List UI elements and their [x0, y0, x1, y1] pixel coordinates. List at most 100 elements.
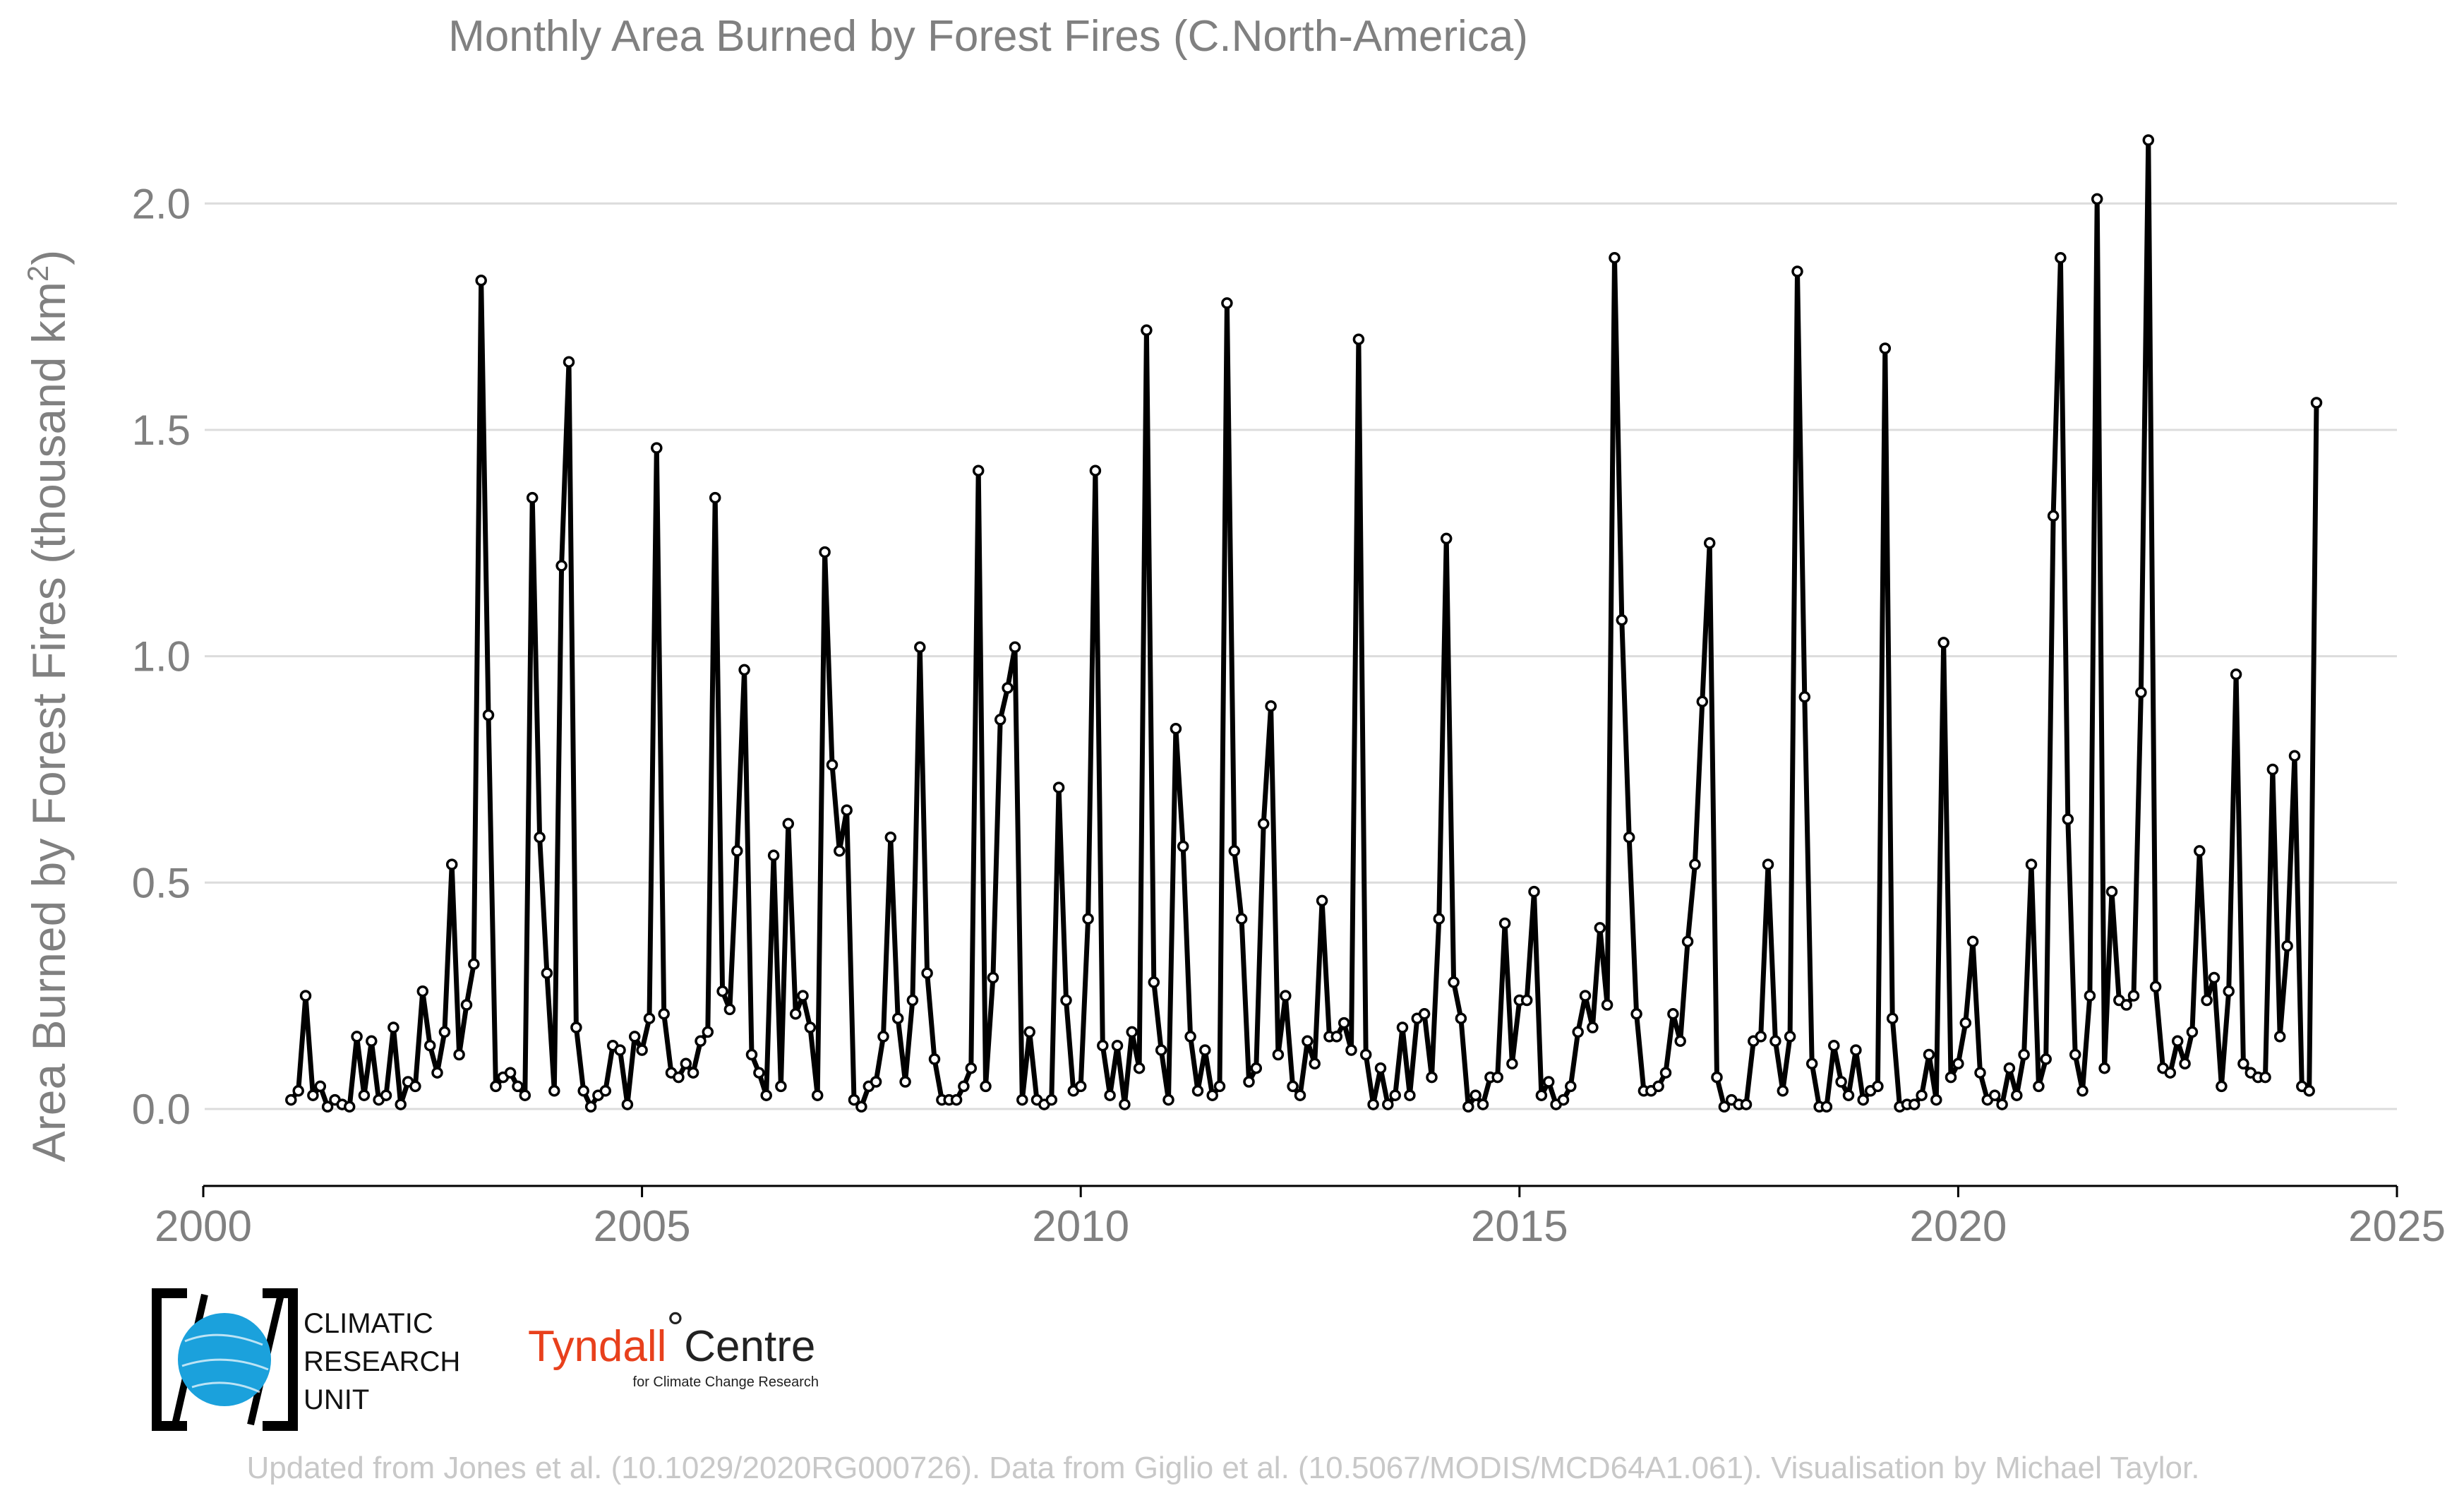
x-tick-label: 2000: [155, 1202, 252, 1251]
data-point: [299, 990, 312, 1002]
tyndall-logo: Tyndall°Centre for Climate Change Resear…: [528, 1304, 819, 1390]
data-point: [775, 1080, 787, 1093]
data-point: [2266, 763, 2279, 776]
data-point: [2040, 1053, 2052, 1065]
data-point: [2011, 1089, 2023, 1101]
y-tick-label: 0.5: [132, 859, 191, 906]
series-line: [289, 138, 2319, 1110]
data-point: [563, 356, 575, 368]
area-burned-series: [285, 134, 2323, 1113]
data-point: [1243, 1076, 1255, 1088]
data-point: [512, 1080, 524, 1093]
data-point: [1141, 324, 1153, 337]
data-point: [1740, 1098, 1753, 1110]
data-point: [1097, 1039, 1109, 1052]
data-point: [1579, 990, 1592, 1002]
y-axis-label-superscript: 2: [21, 265, 54, 282]
data-point: [2310, 397, 2323, 409]
data-point: [570, 1021, 582, 1033]
data-point: [2120, 999, 2132, 1011]
data-point: [1060, 994, 1072, 1007]
y-tick-label: 1.0: [132, 633, 191, 680]
data-point: [1879, 342, 1892, 354]
data-point: [453, 1048, 465, 1061]
data-point: [504, 1067, 517, 1079]
data-point: [621, 1098, 634, 1110]
data-point: [804, 1021, 817, 1033]
data-point: [1835, 1076, 1847, 1088]
data-point: [2003, 1062, 2016, 1074]
data-point: [2288, 750, 2301, 762]
x-axis-ticks: 2000 2005 2010 2015 2020 2025: [155, 1186, 2446, 1251]
data-point: [1908, 1098, 1921, 1110]
data-point: [651, 442, 663, 454]
data-point: [1791, 265, 1803, 277]
data-point: [1374, 1062, 1387, 1074]
data-point: [1082, 913, 1094, 925]
data-point: [1177, 840, 1189, 853]
data-point: [1309, 1057, 1321, 1070]
data-point: [877, 1031, 889, 1043]
data-point: [1023, 1026, 1035, 1038]
data-point: [2047, 510, 2060, 522]
data-point: [1769, 1035, 1781, 1048]
data-point: [358, 1089, 371, 1101]
data-point: [811, 1089, 824, 1101]
data-point: [1455, 1012, 1467, 1024]
data-point: [1009, 641, 1021, 654]
y-axis-label-text: Area Burned by Forest Fires (thousand km: [23, 282, 75, 1162]
data-point: [1462, 1101, 1474, 1113]
data-point: [738, 664, 750, 676]
data-point: [482, 709, 495, 721]
data-point: [1535, 1089, 1548, 1101]
data-point: [1630, 1008, 1642, 1020]
data-point: [1652, 1080, 1664, 1093]
data-point: [1703, 537, 1716, 549]
data-point: [1937, 637, 1949, 649]
data-point: [526, 491, 539, 504]
data-point: [1338, 1017, 1350, 1029]
data-point: [1711, 1071, 1723, 1084]
data-point: [438, 1026, 451, 1038]
data-point: [387, 1021, 399, 1033]
x-tick-label: 2005: [594, 1202, 691, 1251]
data-point: [1777, 1085, 1789, 1097]
data-point: [1440, 532, 1453, 545]
data-point: [2201, 994, 2213, 1007]
data-point: [1133, 1062, 1146, 1074]
data-point: [1952, 1057, 1964, 1070]
data-point: [2273, 1031, 2286, 1043]
data-point: [445, 858, 458, 870]
data-point: [1886, 1012, 1899, 1024]
data-point: [987, 971, 999, 984]
data-point: [2142, 134, 2155, 146]
data-point: [395, 1098, 407, 1110]
data-point: [2194, 845, 2206, 857]
data-point: [1798, 691, 1811, 703]
data-point: [965, 1062, 978, 1074]
data-point: [416, 985, 429, 997]
y-axis-label: Area Burned by Forest Fires (thousand km…: [21, 250, 75, 1163]
y-axis-label-close: ): [23, 250, 75, 265]
data-point: [1988, 1089, 2001, 1101]
data-point: [614, 1044, 626, 1056]
data-point: [1857, 1093, 1869, 1106]
data-point: [1316, 894, 1328, 907]
data-point: [1199, 1044, 1211, 1056]
data-point: [1448, 976, 1460, 988]
data-point: [2062, 813, 2074, 825]
data-point: [1689, 858, 1701, 870]
data-point: [2077, 1085, 2089, 1097]
data-point: [687, 1067, 699, 1079]
data-point: [1433, 913, 1446, 925]
x-tick-label: 2015: [1471, 1202, 1568, 1251]
data-point: [972, 464, 985, 476]
data-point: [1557, 1093, 1570, 1106]
chart-title: Monthly Area Burned by Forest Fires (C.N…: [448, 12, 1528, 61]
data-point: [1213, 1080, 1226, 1093]
data-point: [1667, 1008, 1679, 1020]
data-point: [1674, 1035, 1686, 1048]
data-point: [1382, 1098, 1394, 1110]
data-point: [2098, 1062, 2110, 1074]
data-point: [1491, 1071, 1503, 1084]
